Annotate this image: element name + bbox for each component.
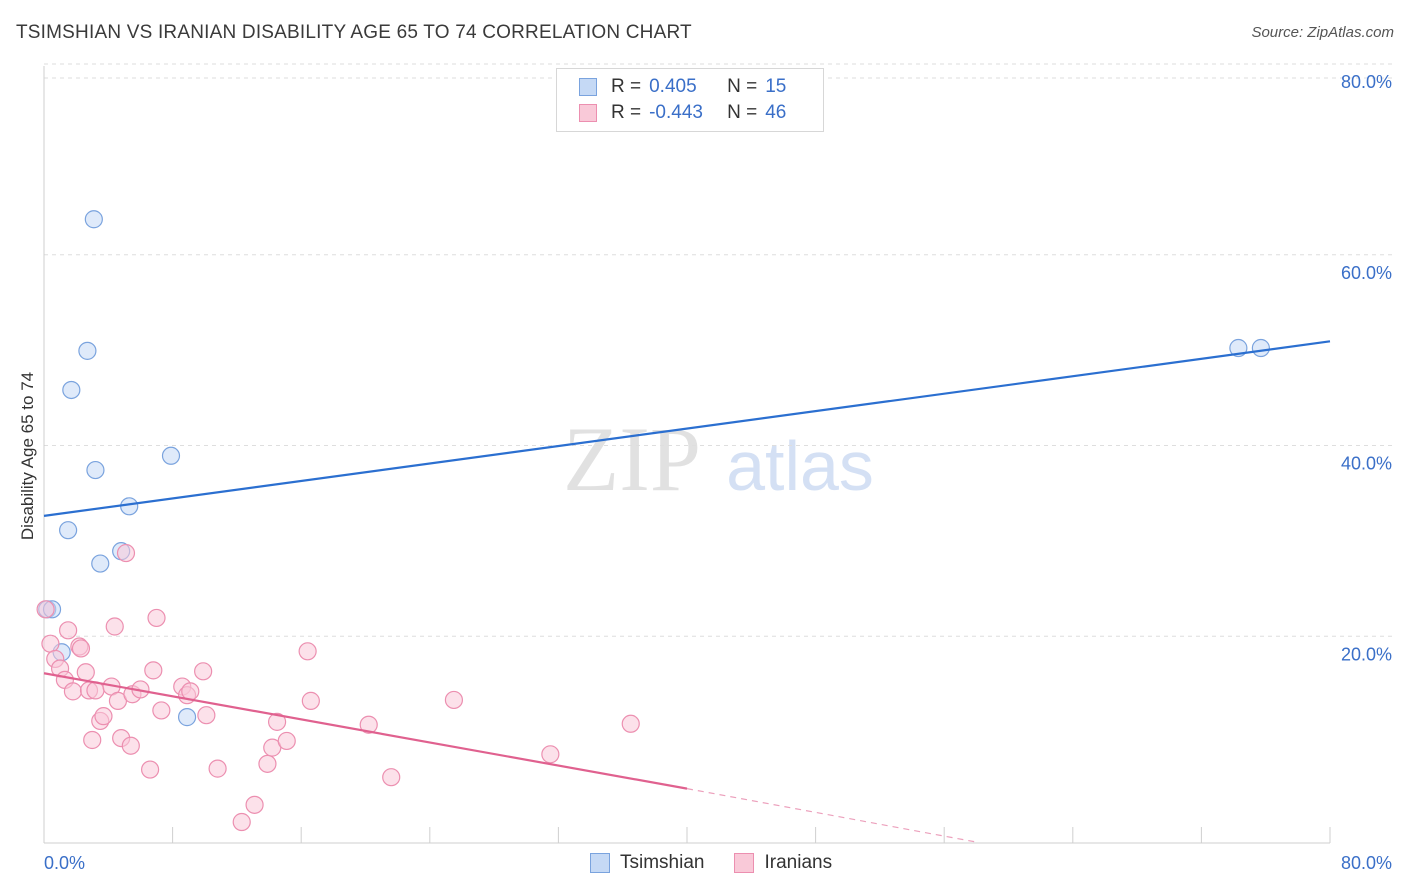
- n-label: N =: [727, 76, 758, 97]
- legend-row-iranians: R = -0.443 N = 46: [579, 101, 786, 125]
- iranians-point: [94, 707, 113, 726]
- r-label: R =: [611, 76, 642, 97]
- tsimshian-point: [86, 460, 105, 480]
- iranians-trend-extension: [686, 788, 977, 843]
- iranians-point: [245, 795, 264, 814]
- tick-labels: 20.0% 40.0% 60.0% 80.0% 0.0% 80.0%: [44, 72, 1392, 873]
- watermark-zip-text: ZIP: [563, 408, 701, 510]
- x-tick-label: 0.0%: [44, 853, 85, 873]
- iranians-point: [359, 715, 378, 734]
- iranians-point: [152, 701, 171, 720]
- n-value: 46: [765, 102, 787, 123]
- tsimshian-trend-line: [43, 340, 1331, 517]
- iranians-point: [301, 691, 320, 710]
- y-tick-label: 80.0%: [1341, 72, 1392, 92]
- iranians-trend-line: [43, 672, 688, 790]
- iranians-point: [298, 642, 317, 661]
- x-tick-label: 80.0%: [1341, 853, 1392, 873]
- tsimshian-point: [120, 497, 139, 516]
- tsimshian-swatch: [590, 853, 610, 873]
- iranians-point: [121, 736, 140, 755]
- axes: [43, 66, 1331, 844]
- n-label: N =: [727, 102, 758, 123]
- tsimshian-point: [84, 210, 103, 229]
- iranians-point: [277, 731, 296, 751]
- tsimshian-point: [161, 446, 181, 465]
- iranians-point: [63, 682, 83, 701]
- tsimshian-swatch: [579, 78, 597, 96]
- legend-label-iranians: Iranians: [764, 852, 833, 873]
- r-value: -0.443: [649, 102, 703, 123]
- iranians-point: [76, 663, 95, 682]
- iranians-point: [621, 714, 640, 733]
- r-label: R =: [611, 102, 642, 123]
- iranians-point: [116, 543, 136, 563]
- iranians-point: [382, 768, 401, 787]
- tsimshian-point: [177, 708, 197, 727]
- tsimshian-point: [62, 380, 81, 400]
- iranians-point: [541, 745, 560, 764]
- iranians-point: [208, 759, 227, 778]
- iranians-point: [71, 639, 91, 658]
- tsimshian-point: [91, 554, 110, 573]
- series-legend: Tsimshian Iranians: [590, 852, 862, 874]
- iranians-point: [140, 760, 160, 779]
- y-tick-label: 40.0%: [1341, 454, 1392, 474]
- y-tick-label: 20.0%: [1341, 644, 1392, 664]
- chart-title: TSIMSHIAN VS IRANIAN DISABILITY AGE 65 T…: [16, 22, 692, 43]
- iranians-point: [83, 730, 102, 750]
- iranians-point: [36, 600, 55, 619]
- y-tick-label: 60.0%: [1341, 263, 1392, 283]
- correlation-legend: R = 0.405 N = 15 R = -0.443 N = 46: [556, 68, 824, 132]
- iranians-point: [197, 706, 216, 725]
- iranians-point: [147, 608, 166, 628]
- source-label: Source: ZipAtlas.com: [1251, 24, 1394, 41]
- grid-lines: [44, 63, 1392, 637]
- iranians-point: [59, 621, 78, 640]
- watermark: ZIP atlas: [563, 408, 874, 510]
- iranians-point: [194, 662, 213, 681]
- iranians-point: [41, 634, 60, 653]
- iranians-swatch: [579, 104, 597, 122]
- legend-row-tsimshian: R = 0.405 N = 15: [579, 75, 786, 99]
- tsimshian-point: [1251, 338, 1270, 358]
- legend-item-iranians: Iranians: [734, 852, 832, 874]
- tsimshian-point: [78, 341, 97, 360]
- tsimshian-point: [59, 521, 78, 540]
- n-value: 15: [765, 76, 787, 97]
- iranians-point: [144, 661, 163, 680]
- watermark-atlas-text: atlas: [726, 427, 874, 505]
- iranians-point: [267, 712, 287, 731]
- iranians-point: [444, 690, 464, 710]
- trend-lines: [43, 340, 1331, 843]
- legend-item-tsimshian: Tsimshian: [590, 852, 704, 874]
- r-value: 0.405: [649, 76, 697, 97]
- iranians-point: [105, 617, 124, 636]
- iranians-point: [258, 754, 277, 773]
- legend-label-tsimshian: Tsimshian: [620, 852, 705, 873]
- iranians-point: [232, 812, 251, 832]
- iranians-swatch: [734, 853, 755, 873]
